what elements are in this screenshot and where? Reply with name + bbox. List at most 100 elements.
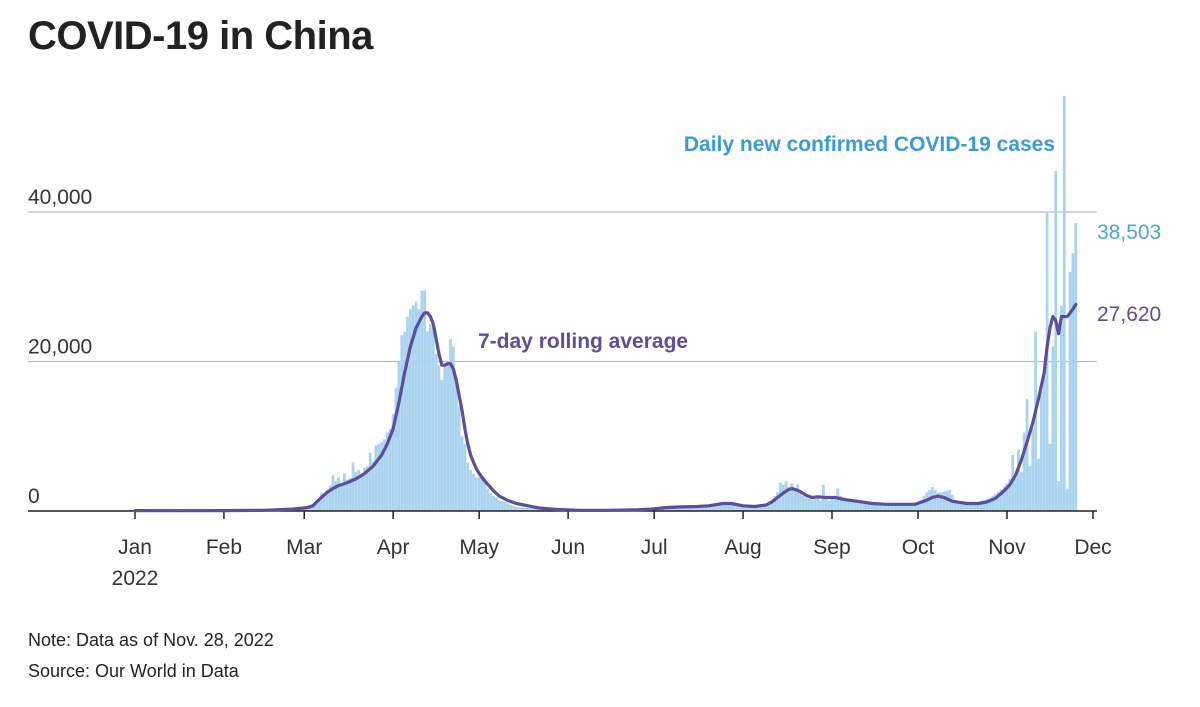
daily-cases-bar [692,507,696,511]
daily-cases-bar [532,508,536,511]
daily-cases-bar [968,503,972,511]
daily-cases-bar [434,354,438,511]
daily-cases-bar [320,493,323,511]
daily-cases-bar [994,493,997,511]
daily-cases-bar [956,500,960,511]
daily-cases-bar [730,502,733,511]
daily-cases-bar [833,499,837,511]
daily-cases-bar [787,487,791,511]
daily-cases-bar [1062,96,1066,511]
daily-cases-bar [466,462,470,511]
daily-cases-bar [741,506,745,511]
daily-cases-bar [1057,481,1060,511]
daily-cases-bar [799,492,802,511]
annotations: Daily new confirmed COVID-19 cases 7-day… [478,133,1161,353]
daily-cases-bar [429,324,432,512]
daily-cases-bar [477,477,481,511]
daily-cases-bar [331,475,335,511]
daily-cases-bar [497,500,501,511]
daily-cases-bar [1022,432,1026,511]
daily-cases-bar [698,506,702,511]
daily-cases-bar [744,506,748,511]
chart-note: Note: Data as of Nov. 28, 2022 [28,630,274,650]
daily-cases-bar [945,490,949,511]
daily-cases-bar [469,469,472,511]
daily-cases-bar [1039,391,1043,511]
daily-cases-bar [1042,376,1046,511]
daily-cases-bar [452,346,455,511]
daily-cases-bar [974,502,977,511]
daily-cases-bar [1017,449,1020,511]
y-tick-label: 40,000 [28,186,92,209]
daily-cases-bar [896,504,900,511]
daily-cases-bar [377,443,381,511]
daily-cases-bar [996,491,1000,511]
daily-cases-bar [893,504,897,511]
daily-cases-bar [406,316,409,511]
daily-cases-bar [1074,223,1078,511]
daily-cases-bar [971,503,974,511]
daily-cases-bar [446,361,450,511]
daily-cases-bar [758,505,762,511]
daily-cases-bar [403,331,406,511]
x-tick-label: May [459,536,499,559]
daily-cases-bar [1071,253,1075,512]
daily-cases-bar [767,501,771,511]
daily-cases-bar [517,507,521,511]
daily-cases-bar [1054,170,1058,511]
daily-cases-bar [988,497,992,511]
daily-cases-bar [667,507,670,511]
daily-cases-bar [1068,271,1072,511]
daily-cases-bar [790,483,794,511]
daily-cases-bar [1002,486,1006,511]
daily-cases-bar [1065,488,1069,511]
daily-cases-bar [819,500,822,511]
daily-cases-bar [411,305,415,511]
daily-cases-end-value: 38,503 [1097,221,1161,244]
daily-cases-bar [796,484,799,511]
daily-cases-bar [764,503,768,511]
daily-cases-bar [380,442,384,511]
daily-cases-bar [962,502,966,511]
daily-cases-annotation: Daily new confirmed COVID-19 cases [684,133,1055,156]
daily-cases-bar [357,469,361,511]
daily-cases-bar [713,505,716,511]
daily-cases-bar [506,503,510,511]
chart: 0 20,000 40,000 Jan 2022 Feb Mar Apr May Jun Jul A… [28,96,1161,590]
daily-cases-bar [816,497,820,511]
daily-cases-bar [1060,305,1063,511]
daily-cases-bar [345,479,349,511]
rolling-average-end-value: 27,620 [1097,303,1161,326]
daily-cases-bar [538,508,541,511]
daily-cases-bar [951,494,954,511]
daily-cases-bar [483,480,487,511]
daily-cases-bar [916,501,920,511]
rolling-average-annotation: 7-day rolling average [478,330,688,353]
daily-cases-bar [314,503,318,511]
daily-cases-bar [343,473,346,512]
daily-cases-bar [876,503,880,511]
daily-cases-bar [317,500,320,511]
daily-cases-bar [885,504,888,511]
daily-cases-bar [386,432,389,511]
daily-cases-bar [687,507,690,511]
daily-cases-bar [1005,483,1009,511]
daily-cases-bar [910,503,914,511]
daily-cases-bar [850,499,854,511]
daily-cases-bar [495,497,498,511]
daily-cases-bar [1037,458,1040,511]
daily-cases-bar [773,496,776,511]
daily-cases-bar [322,496,326,511]
daily-cases-bar [463,443,467,511]
daily-cases-bar [750,507,754,511]
daily-cases-bar [1014,477,1017,511]
daily-cases-bar [724,502,728,511]
daily-cases-bar [905,503,908,511]
daily-cases-bar [824,499,828,511]
daily-cases-bar [509,504,513,511]
daily-cases-bar [374,445,378,511]
x-tick-label: Aug [724,536,761,559]
daily-cases-bar [844,498,848,511]
daily-cases-bar [1019,472,1023,511]
daily-cases-bar [939,492,943,511]
